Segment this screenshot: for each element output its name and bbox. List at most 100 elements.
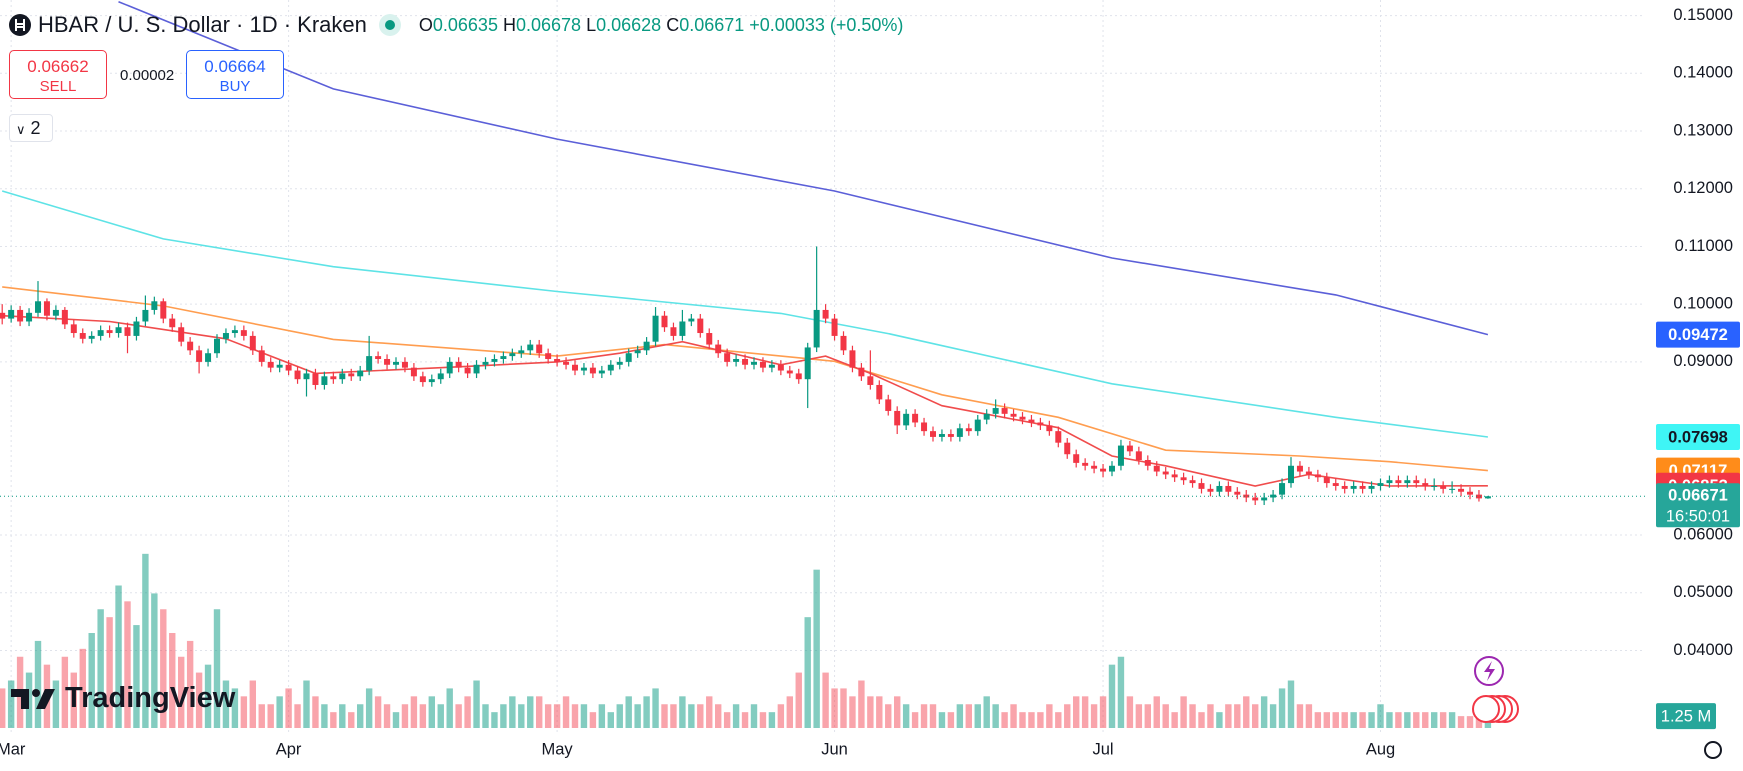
volume-bar [840, 688, 847, 728]
volume-bar [1332, 712, 1339, 728]
candle-body [1135, 451, 1142, 461]
sell-button[interactable]: 0.06662 SELL [9, 50, 107, 99]
volume-bar [1090, 704, 1098, 728]
candle-body [742, 358, 749, 365]
moving-average [118, 0, 1489, 336]
candle-body [1064, 442, 1071, 455]
indicators-toggle[interactable]: ∨ 2 [9, 114, 53, 142]
volume-bar [1055, 712, 1062, 728]
candle-body [1323, 477, 1330, 484]
candle-body [1117, 445, 1124, 466]
volume-bar [365, 688, 373, 728]
candle-body [401, 361, 408, 368]
volume-bar [500, 704, 507, 728]
volume-bar [1359, 712, 1366, 728]
o-label: O [418, 14, 433, 35]
volume-bar [625, 696, 632, 728]
candle-body [357, 370, 364, 377]
candle-body [142, 309, 149, 322]
volume-bar [813, 569, 820, 728]
candle-body [965, 428, 972, 432]
candle-body [1082, 462, 1089, 466]
volume-bar [1484, 718, 1492, 728]
price-tag [1656, 321, 1740, 348]
volume-tag-label: 1.25 M [1661, 707, 1711, 725]
volume-bar [357, 704, 364, 728]
candle-body [258, 350, 265, 362]
y-tick-label: 0.13000 [1673, 121, 1733, 139]
candle-body [222, 333, 229, 339]
volume-bar [589, 712, 597, 728]
volume-bar [1314, 712, 1322, 728]
volume-bar [1368, 712, 1375, 728]
candle-body [697, 318, 704, 334]
volume-bar [231, 688, 239, 728]
volume-bar [1153, 696, 1160, 728]
volume-bar [1108, 664, 1116, 728]
volume-bar [956, 704, 964, 728]
candle-body [1440, 485, 1447, 489]
candle-body [276, 364, 283, 368]
candle-body [133, 321, 140, 336]
volume-bar [965, 704, 972, 728]
volume-bar [186, 640, 194, 728]
sell-label: SELL [39, 78, 77, 95]
candle-body [822, 309, 829, 319]
candle-body [428, 379, 435, 383]
volume-bar [276, 696, 283, 728]
candle-body [1449, 488, 1456, 490]
candle-body [1073, 454, 1080, 463]
volume-bar [885, 704, 892, 728]
volume-bar [1019, 712, 1026, 728]
volume-bar [1037, 712, 1044, 728]
candle-body [249, 335, 256, 351]
volume-bar [115, 585, 122, 728]
volume-bar [1466, 716, 1474, 728]
volume-bar [419, 704, 427, 728]
candle-body [1252, 497, 1259, 501]
volume-bar [1243, 696, 1250, 728]
volume-bar [169, 633, 176, 728]
volume-bar [330, 712, 337, 728]
candle-body [885, 399, 892, 411]
volume-bar [867, 696, 874, 728]
candle-body [88, 335, 95, 339]
x-tick-label: Jun [821, 740, 848, 758]
x-tick-label: Mar [0, 740, 26, 758]
volume-bar [858, 680, 865, 728]
volume-bar [661, 704, 668, 728]
candle-body [1395, 480, 1402, 484]
volume-bar [849, 696, 856, 728]
candle-body [61, 309, 68, 325]
volume-bar [1135, 704, 1143, 728]
candle-body [446, 361, 453, 374]
candle-body [106, 330, 113, 334]
candle-body [339, 373, 346, 380]
candle-body [688, 318, 695, 322]
candle-body [956, 428, 963, 437]
volume-bar [303, 680, 310, 728]
candle-body [1010, 413, 1017, 417]
candle-body [1350, 485, 1357, 489]
candle-body [303, 373, 310, 380]
volume-bar [1323, 712, 1330, 728]
ohlc: O0.06635 H0.06678 L0.06628 C0.06671 +0.0… [419, 15, 904, 36]
candle-body [1028, 419, 1035, 423]
candle-body [607, 364, 614, 371]
candle-body [214, 338, 220, 354]
y-tick-label: 0.11000 [1675, 237, 1733, 255]
volume-bar [974, 704, 981, 728]
volume-bar [312, 696, 319, 728]
candle-body [1404, 480, 1411, 484]
candle-body [1001, 408, 1008, 414]
candle-body [589, 367, 596, 374]
candle-body [196, 350, 203, 362]
volume-bar [652, 688, 659, 728]
volume-bar [1287, 680, 1295, 728]
buy-price: 0.06664 [204, 57, 266, 76]
buy-button[interactable]: 0.06664 BUY [186, 50, 284, 99]
volume-bar [643, 696, 650, 728]
candle-body [482, 361, 489, 365]
candle-body [733, 358, 740, 362]
candle-body [795, 373, 802, 380]
